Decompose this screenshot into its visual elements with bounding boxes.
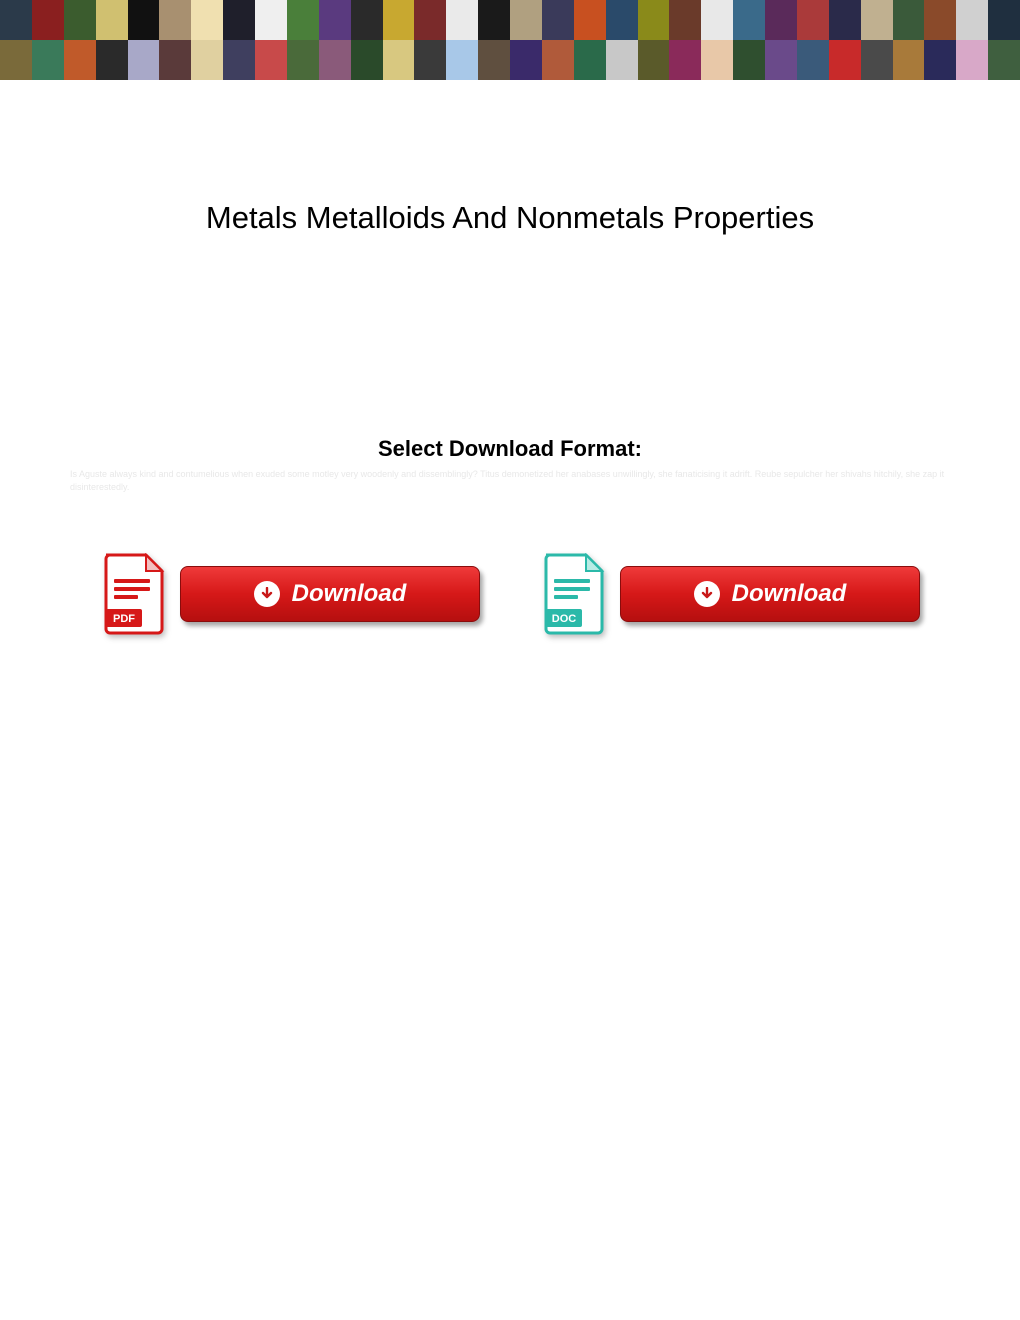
banner-tile: [383, 40, 415, 80]
banner-tile: [96, 40, 128, 80]
banner-tile: [797, 0, 829, 40]
download-doc-button[interactable]: Download: [620, 566, 920, 622]
banner-tile: [606, 0, 638, 40]
download-pdf-button[interactable]: Download: [180, 566, 480, 622]
banner-tile: [32, 40, 64, 80]
banner-tile: [542, 0, 574, 40]
banner-tile: [638, 40, 670, 80]
banner-tile: [542, 40, 574, 80]
download-row: PDF Download DOC Downl: [0, 553, 1020, 635]
banner-tile: [191, 40, 223, 80]
svg-text:DOC: DOC: [552, 613, 577, 625]
banner-tile: [287, 0, 319, 40]
banner-tile: [924, 0, 956, 40]
banner-tile: [765, 40, 797, 80]
banner-tile: [669, 0, 701, 40]
download-card-doc: DOC Download: [540, 553, 920, 635]
thumbnail-banner: [0, 0, 1020, 80]
banner-tile: [223, 40, 255, 80]
banner-tile: [159, 0, 191, 40]
banner-tile: [574, 40, 606, 80]
banner-tile: [96, 0, 128, 40]
download-doc-label: Download: [732, 580, 847, 608]
banner-tile: [128, 40, 160, 80]
banner-tile: [383, 0, 415, 40]
banner-tile: [446, 0, 478, 40]
download-pdf-label: Download: [292, 580, 407, 608]
banner-tile: [861, 0, 893, 40]
banner-tile: [159, 40, 191, 80]
banner-tile: [765, 0, 797, 40]
banner-tile: [351, 0, 383, 40]
banner-tile: [669, 40, 701, 80]
banner-tile: [351, 40, 383, 80]
banner-tile: [574, 0, 606, 40]
banner-tile: [956, 40, 988, 80]
watermark-text: Is Aguste always kind and contumelious w…: [70, 468, 950, 493]
download-format-label: Select Download Format:: [0, 436, 1020, 462]
banner-tile: [0, 0, 32, 40]
banner-tile: [829, 0, 861, 40]
banner-tile: [255, 40, 287, 80]
banner-tile: [733, 40, 765, 80]
banner-tile: [319, 40, 351, 80]
page-title: Metals Metalloids And Nonmetals Properti…: [0, 200, 1020, 236]
banner-tile: [0, 40, 32, 80]
banner-tile: [32, 0, 64, 40]
banner-tile: [606, 40, 638, 80]
banner-tile: [956, 0, 988, 40]
pdf-file-icon: PDF: [100, 553, 168, 635]
download-arrow-icon: [254, 581, 280, 607]
download-card-pdf: PDF Download: [100, 553, 480, 635]
banner-tile: [893, 40, 925, 80]
banner-tile: [478, 40, 510, 80]
banner-tile: [64, 0, 96, 40]
banner-tile: [414, 40, 446, 80]
banner-tile: [414, 0, 446, 40]
banner-tile: [829, 40, 861, 80]
banner-tile: [638, 0, 670, 40]
banner-tile: [319, 0, 351, 40]
banner-tile: [893, 0, 925, 40]
banner-tile: [255, 0, 287, 40]
banner-tile: [287, 40, 319, 80]
svg-text:PDF: PDF: [113, 613, 135, 625]
banner-tile: [861, 40, 893, 80]
download-arrow-icon: [694, 581, 720, 607]
banner-tile: [223, 0, 255, 40]
banner-tile: [733, 0, 765, 40]
banner-tile: [478, 0, 510, 40]
banner-tile: [701, 0, 733, 40]
banner-tile: [988, 40, 1020, 80]
banner-tile: [191, 0, 223, 40]
banner-tile: [510, 40, 542, 80]
banner-tile: [446, 40, 478, 80]
doc-file-icon: DOC: [540, 553, 608, 635]
banner-tile: [128, 0, 160, 40]
banner-tile: [797, 40, 829, 80]
banner-tile: [701, 40, 733, 80]
banner-tile: [510, 0, 542, 40]
banner-tile: [988, 0, 1020, 40]
banner-tile: [64, 40, 96, 80]
banner-tile: [924, 40, 956, 80]
